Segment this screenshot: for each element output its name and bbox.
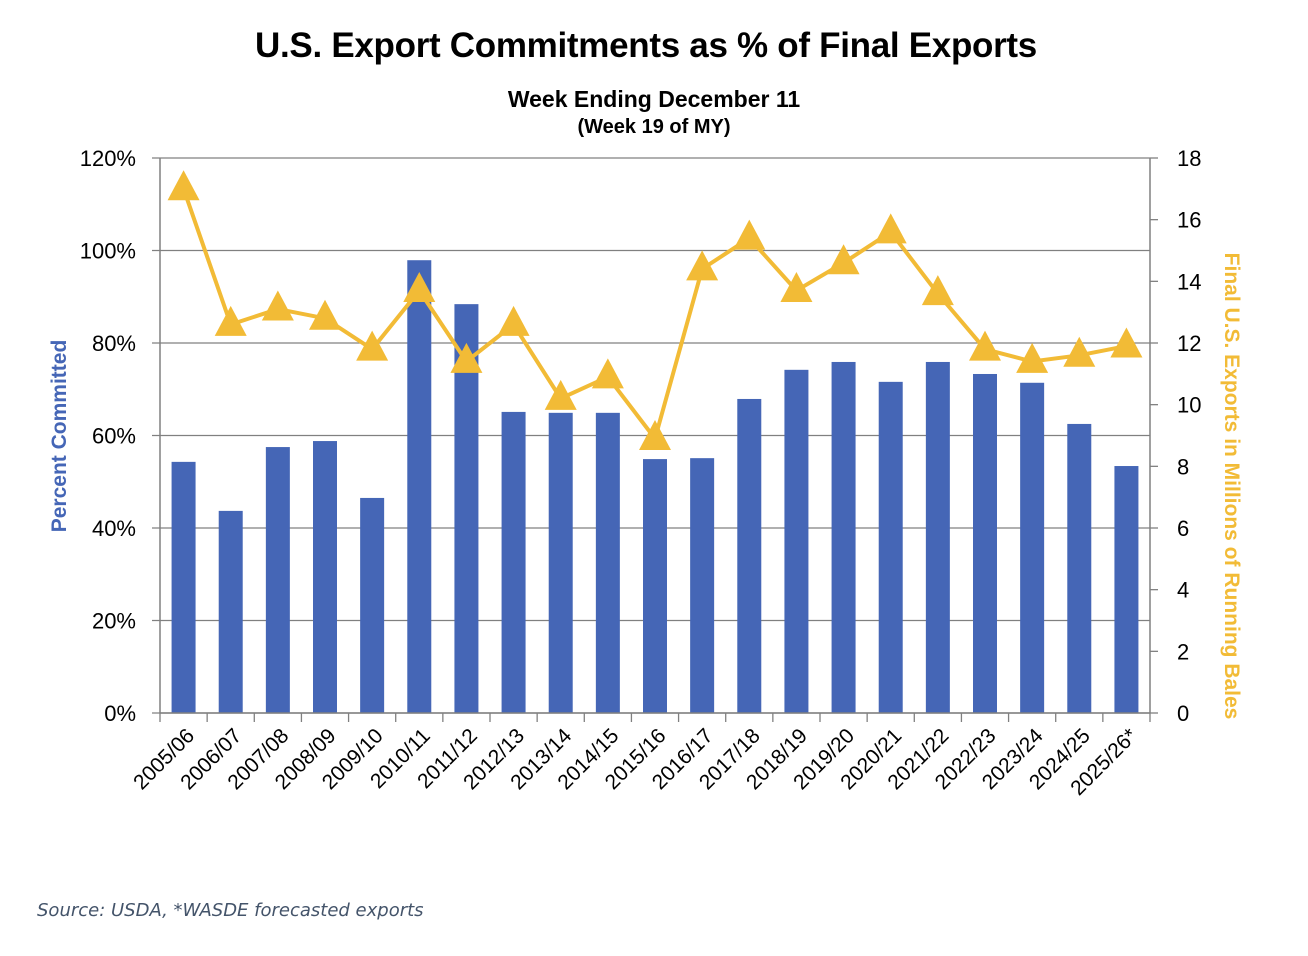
category-labels: 2005/062006/072007/082008/092009/102010/… (129, 724, 1142, 800)
bar-2019/20 (831, 361, 856, 713)
right-tick-label: 4 (1177, 578, 1189, 603)
triangle-marker-2012/13 (497, 305, 530, 336)
triangle-marker-2018/19 (780, 271, 813, 302)
triangle-marker-2019/20 (827, 244, 860, 275)
bar-2008/09 (313, 441, 337, 713)
right-tick-label: 2 (1177, 639, 1189, 664)
chart-subtitle-week: (Week 19 of MY) (577, 116, 731, 138)
bar-2018/19 (784, 369, 809, 713)
triangle-marker-2016/17 (686, 250, 719, 281)
triangle-marker-2017/18 (733, 219, 766, 250)
triangle-marker-2022/23 (969, 330, 1001, 361)
bar-2010/11 (407, 260, 432, 713)
triangle-marker-2007/08 (261, 290, 294, 321)
right-axis-ticks: 0 2 4 6 8 10 12 14 16 18 (1177, 146, 1201, 726)
bar-2017/18 (737, 398, 762, 713)
axes (159, 157, 1158, 722)
right-tick-label: 6 (1177, 516, 1189, 541)
left-tick-label: 20% (92, 609, 136, 634)
line-series (167, 170, 1143, 450)
bar-2006/07 (218, 510, 243, 713)
right-tick-label: 0 (1177, 701, 1189, 726)
left-tick-label: 120% (80, 146, 136, 171)
source-note: Source: USDA, *WASDE forecasted exports (37, 900, 424, 921)
right-tick-label: 8 (1177, 454, 1189, 479)
left-tick-label: 0% (104, 701, 136, 726)
triangle-marker-2015/16 (639, 419, 671, 450)
bar-2012/13 (501, 411, 526, 713)
triangle-marker-2024/25 (1063, 336, 1096, 367)
chart-subtitle: Week Ending December 11 (507, 86, 801, 112)
bar-2025/26* (1114, 466, 1139, 713)
triangle-marker-2021/22 (921, 275, 954, 306)
right-tick-label: 14 (1177, 269, 1201, 294)
chart-title: U.S. Export Commitments as % of Final Ex… (255, 26, 1037, 65)
triangle-marker-2020/21 (874, 213, 907, 244)
bar-2014/15 (595, 412, 620, 713)
bar-2023/24 (1020, 382, 1045, 713)
bar-2021/22 (925, 361, 950, 713)
bar-2020/21 (878, 381, 903, 713)
bar-2007/08 (265, 447, 290, 713)
bar-2022/23 (973, 373, 997, 713)
triangle-marker-2006/07 (214, 305, 247, 336)
bar-series (171, 260, 1139, 713)
right-tick-label: 18 (1177, 146, 1201, 171)
right-axis-title: Final U.S. Exports in Millions of Runnin… (1220, 253, 1243, 720)
bar-2015/16 (643, 459, 667, 713)
bar-2013/14 (548, 412, 573, 713)
left-axis-ticks: 0% 20% 40% 60% 80% 100% 120% (80, 146, 136, 726)
left-tick-label: 60% (92, 424, 136, 449)
triangle-marker-2014/15 (591, 358, 624, 389)
bar-2016/17 (690, 458, 715, 713)
triangle-marker-2023/24 (1016, 342, 1049, 373)
triangle-marker-2005/06 (167, 170, 200, 201)
triangle-marker-2009/10 (356, 330, 389, 361)
bar-2005/06 (171, 461, 196, 713)
triangle-marker-2013/14 (544, 379, 577, 410)
right-tick-label: 16 (1177, 208, 1201, 233)
left-axis-title: Percent Committed (48, 340, 71, 533)
right-tick-label: 10 (1177, 393, 1201, 418)
triangle-marker-2008/09 (309, 299, 341, 330)
left-tick-label: 100% (80, 239, 136, 264)
triangle-marker-2011/12 (450, 342, 483, 373)
bar-2009/10 (360, 497, 385, 713)
triangle-marker-2010/11 (403, 271, 436, 302)
triangle-marker-2025/26* (1110, 327, 1143, 358)
left-tick-label: 80% (92, 331, 136, 356)
left-tick-label: 40% (92, 516, 136, 541)
bar-2024/25 (1067, 423, 1092, 713)
right-tick-label: 12 (1177, 331, 1201, 356)
